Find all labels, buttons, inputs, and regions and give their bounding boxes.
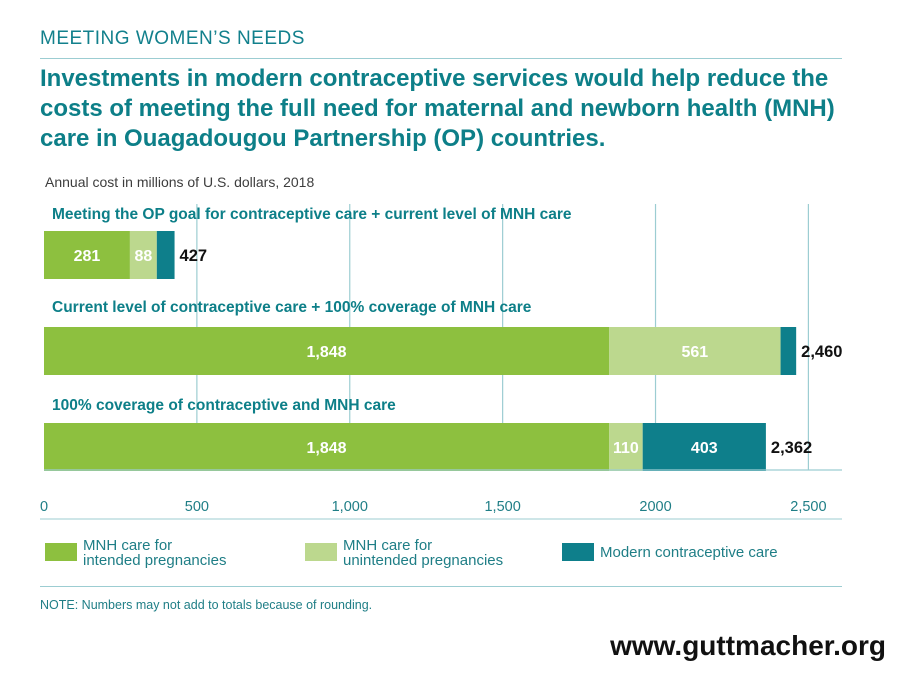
bar-3-modern-contraceptive-care bbox=[642, 423, 766, 471]
bar-title-2: Current level of contraceptive care + 10… bbox=[52, 299, 532, 316]
kicker-rule bbox=[40, 58, 842, 59]
bar-1-mnh-care-for-intended-pregnancies bbox=[44, 231, 130, 279]
data-label-1-mnh-care-for-intended-pregnancies: 281 bbox=[74, 248, 101, 265]
legend-swatch-mnh-unintended bbox=[305, 543, 337, 561]
bar-1-modern-contraceptive-care bbox=[156, 231, 175, 279]
chart-headline: Investments in modern contraceptive serv… bbox=[40, 65, 835, 152]
data-label-3-modern-contraceptive-care: 403 bbox=[691, 440, 718, 457]
total-label-3: 2,362 bbox=[771, 439, 812, 457]
total-label-1: 427 bbox=[180, 247, 208, 265]
bar-title-3: 100% coverage of contraceptive and MNH c… bbox=[52, 397, 396, 414]
x-tick-label-2000: 2000 bbox=[639, 499, 671, 515]
bar-3-mnh-care-for-intended-pregnancies bbox=[44, 423, 610, 471]
stacked-bar-chart: Meeting the OP goal for contraceptive ca… bbox=[40, 204, 842, 520]
legend-label-mnh-unintended: MNH care for unintended pregnancies bbox=[343, 537, 504, 569]
legend-label-contraceptive: Modern contraceptive care bbox=[600, 544, 778, 561]
data-label-2-mnh-care-for-unintended-pregnancies: 561 bbox=[681, 344, 708, 361]
bar-2-mnh-care-for-intended-pregnancies bbox=[44, 327, 610, 375]
rounding-note: NOTE: Numbers may not add to totals beca… bbox=[40, 598, 373, 612]
bar-1-mnh-care-for-unintended-pregnancies bbox=[129, 231, 157, 279]
total-label-2: 2,460 bbox=[801, 343, 842, 361]
bar-3-mnh-care-for-unintended-pregnancies bbox=[609, 423, 643, 471]
chart-kicker: MEETING WOMEN’S NEEDS bbox=[40, 28, 305, 49]
legend-swatch-contraceptive bbox=[562, 543, 594, 561]
units-label: Annual cost in millions of U.S. dollars,… bbox=[45, 174, 315, 190]
bar-2-mnh-care-for-unintended-pregnancies bbox=[609, 327, 781, 375]
legend-label-mnh-intended: MNH care for intended pregnancies bbox=[83, 537, 227, 569]
legend-swatch-mnh-intended bbox=[45, 543, 77, 561]
x-tick-label-0: 0 bbox=[40, 499, 48, 515]
x-tick-label-500: 500 bbox=[185, 499, 209, 515]
bar-2-modern-contraceptive-care bbox=[780, 327, 797, 375]
x-tick-label-2500: 2,500 bbox=[790, 499, 826, 515]
legend-rule bbox=[40, 586, 842, 587]
data-label-3-mnh-care-for-unintended-pregnancies: 110 bbox=[613, 440, 639, 457]
bar-title-1: Meeting the OP goal for contraceptive ca… bbox=[52, 206, 572, 223]
data-label-1-mnh-care-for-unintended-pregnancies: 88 bbox=[134, 248, 152, 265]
data-label-3-mnh-care-for-intended-pregnancies: 1,848 bbox=[306, 440, 346, 457]
x-tick-label-1000: 1,000 bbox=[332, 499, 368, 515]
source-url: www.guttmacher.org bbox=[610, 630, 886, 661]
data-label-2-mnh-care-for-intended-pregnancies: 1,848 bbox=[306, 344, 346, 361]
x-tick-label-1500: 1,500 bbox=[484, 499, 520, 515]
